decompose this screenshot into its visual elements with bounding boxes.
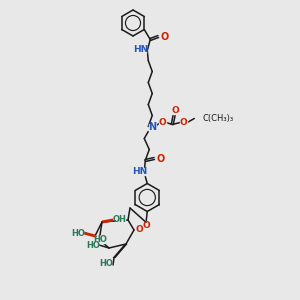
Bar	[157, 155, 164, 161]
Bar	[143, 223, 150, 229]
Bar	[180, 119, 187, 125]
Bar	[74, 230, 82, 236]
Bar	[136, 227, 142, 233]
Text: O: O	[179, 118, 187, 127]
Text: O: O	[171, 106, 179, 115]
Bar	[159, 119, 166, 125]
Text: O: O	[135, 226, 143, 235]
Bar	[88, 242, 98, 248]
Polygon shape	[112, 244, 128, 258]
Text: HN: HN	[132, 167, 147, 176]
Text: HO: HO	[93, 236, 107, 244]
Bar	[116, 217, 124, 223]
Text: HO: HO	[86, 241, 100, 250]
Bar	[172, 107, 179, 113]
Text: OH: OH	[113, 215, 127, 224]
Bar	[95, 237, 104, 243]
Text: HO: HO	[71, 229, 85, 238]
Bar	[101, 260, 110, 266]
Bar	[161, 34, 168, 40]
Text: O: O	[158, 118, 166, 127]
Text: HN: HN	[133, 45, 148, 54]
Text: N: N	[148, 122, 156, 133]
Text: HO: HO	[99, 259, 113, 268]
Bar	[134, 46, 146, 53]
Text: C(CH₃)₃: C(CH₃)₃	[202, 114, 233, 123]
Polygon shape	[84, 232, 95, 238]
Text: O: O	[160, 32, 168, 41]
Bar	[133, 168, 145, 175]
Polygon shape	[102, 218, 113, 224]
Bar	[149, 124, 156, 131]
Text: O: O	[142, 221, 150, 230]
Text: O: O	[156, 154, 164, 164]
